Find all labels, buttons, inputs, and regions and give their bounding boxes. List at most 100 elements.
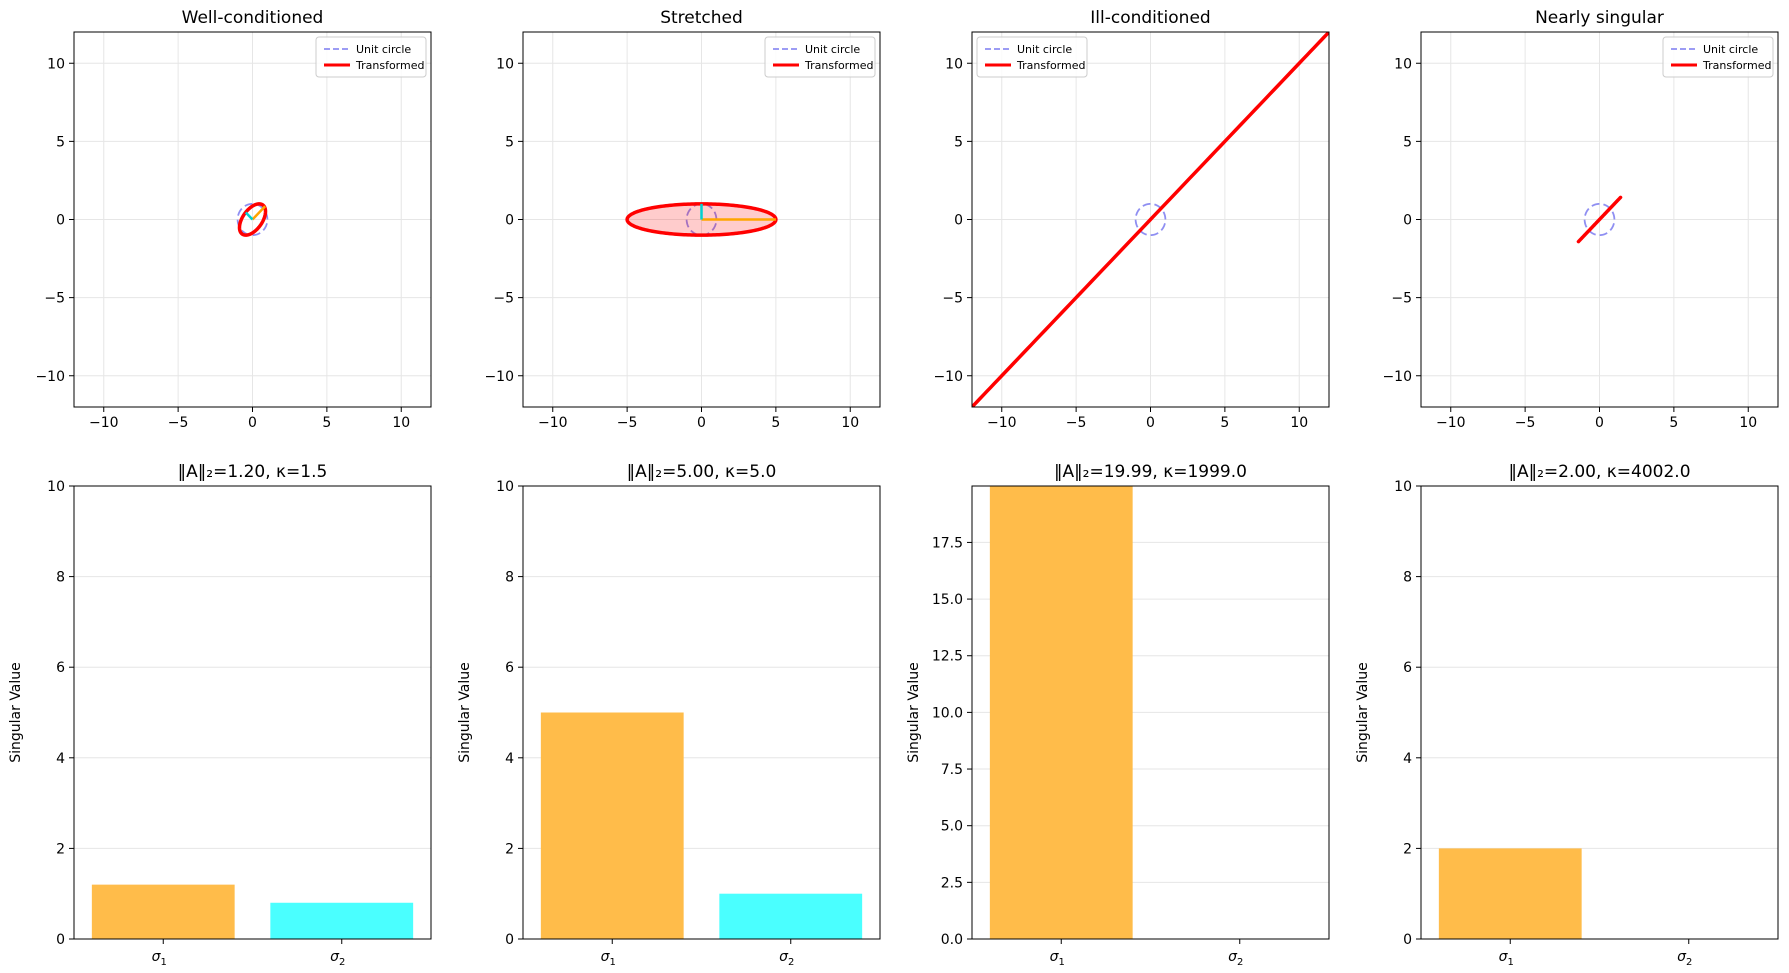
legend: Unit circle Transformed (976, 36, 1088, 78)
x-tick-label: 10 (1739, 415, 1757, 431)
singular-vector-arrow (244, 211, 254, 221)
y-tick-label: 10 (496, 56, 514, 72)
x-tick-label: σ1 (152, 949, 167, 968)
tick-label-subscript: 1 (161, 957, 167, 968)
x-tick-label: 5 (322, 415, 331, 431)
y-tick-label: 0 (56, 213, 65, 229)
y-axis-label: Singular Value (906, 662, 922, 763)
legend-box (976, 36, 1088, 78)
y-tick-label: 6 (1403, 660, 1412, 676)
y-tick-label: 17.5 (932, 535, 963, 551)
y-tick-label: −10 (35, 369, 65, 385)
tick-label-base: σ (1677, 949, 1687, 965)
y-tick-label: 10 (1394, 479, 1412, 495)
tick-label-base: σ (152, 949, 162, 965)
plot-area (1576, 195, 1623, 244)
y-tick-label: 5.0 (941, 819, 963, 835)
y-tick-label: −5 (44, 291, 65, 307)
tick-label-base: σ (1228, 949, 1238, 965)
x-tick-label: 0 (697, 415, 706, 431)
y-tick-label: 0 (954, 213, 963, 229)
legend: Unit circle Transformed (315, 36, 427, 78)
x-tick-label: 10 (392, 415, 410, 431)
x-tick-label: −5 (1515, 415, 1536, 431)
series-unit-circle (1134, 202, 1167, 237)
x-tick-label: 0 (1595, 415, 1604, 431)
bar (270, 902, 414, 939)
subplot-title: ‖A‖₂=19.99, κ=1999.0 (1054, 462, 1247, 482)
y-tick-label: 2 (1403, 841, 1412, 857)
y-tick-label: 8 (56, 570, 65, 586)
legend: Unit circle Transformed (764, 36, 876, 78)
subplot-panel: −10 −5 0 5 10 −10 −5 0 5 10 Well-conditioned Unit c… (35, 8, 432, 431)
tick-label-subscript: 1 (610, 957, 616, 968)
subplot-title: Stretched (660, 8, 743, 28)
tick-label-subscript: 1 (1508, 957, 1514, 968)
y-tick-label: −10 (933, 369, 963, 385)
legend-label: Unit circle (805, 43, 860, 56)
y-tick-label: 6 (505, 660, 514, 676)
tick-label-subscript: 2 (788, 957, 794, 968)
x-tick-label: 5 (1669, 415, 1678, 431)
y-tick-label: 10 (945, 56, 963, 72)
y-tick-label: 10 (47, 56, 65, 72)
y-tick-label: 15.0 (932, 592, 963, 608)
legend-label: Transformed (1016, 59, 1085, 72)
y-tick-label: 10 (47, 479, 65, 495)
y-tick-label: 4 (1403, 751, 1412, 767)
legend-label: Transformed (804, 59, 873, 72)
y-tick-label: 12.5 (932, 649, 963, 665)
y-tick-label: 2.5 (941, 875, 963, 891)
legend-label: Transformed (1702, 59, 1771, 72)
y-tick-label: 2 (56, 841, 65, 857)
y-tick-label: 4 (505, 751, 514, 767)
subplot-title: ‖A‖₂=2.00, κ=4002.0 (1508, 462, 1690, 482)
x-tick-label: −10 (1436, 415, 1466, 431)
legend-box (315, 36, 427, 78)
y-tick-label: 8 (505, 570, 514, 586)
axes-frame (522, 485, 881, 940)
y-tick-label: 0 (1403, 932, 1412, 948)
y-tick-label: 7.5 (941, 762, 963, 778)
x-tick-label: −10 (987, 415, 1017, 431)
series-transformed (972, 32, 1329, 407)
tick-label-base: σ (779, 949, 789, 965)
tick-label-base: σ (330, 949, 340, 965)
x-tick-label: σ2 (1677, 949, 1692, 968)
x-tick-label: −5 (168, 415, 189, 431)
x-tick-label: 5 (771, 415, 780, 431)
bar (1438, 848, 1582, 939)
x-tick-label: −10 (89, 415, 119, 431)
singular-vector-arrow (251, 205, 267, 221)
series-unit-circle (1583, 202, 1616, 237)
series-unit-circle (236, 202, 269, 237)
plot-area (972, 32, 1329, 407)
y-tick-label: 6 (56, 660, 65, 676)
y-tick-label: 5 (1403, 134, 1412, 150)
y-tick-label: 0 (505, 932, 514, 948)
subplot-title: Well-conditioned (182, 8, 324, 28)
y-axis-label: Singular Value (8, 662, 24, 763)
series-unit-circle (685, 202, 718, 237)
x-tick-label: σ1 (601, 949, 616, 968)
x-tick-label: 10 (1290, 415, 1308, 431)
x-tick-label: σ2 (330, 949, 345, 968)
y-tick-label: 2 (505, 841, 514, 857)
x-tick-label: 0 (248, 415, 257, 431)
bar (91, 884, 235, 939)
y-tick-label: −5 (493, 291, 514, 307)
y-axis-label: Singular Value (457, 662, 473, 763)
legend-label: Transformed (355, 59, 424, 72)
x-tick-label: σ1 (1050, 949, 1065, 968)
plot-area (236, 202, 269, 237)
y-tick-label: 0 (56, 932, 65, 948)
subplot-title: Ill-conditioned (1090, 8, 1210, 28)
axes-frame (1420, 485, 1779, 940)
x-tick-label: σ1 (1499, 949, 1514, 968)
x-tick-label: 5 (1220, 415, 1229, 431)
plot-area (625, 202, 778, 237)
